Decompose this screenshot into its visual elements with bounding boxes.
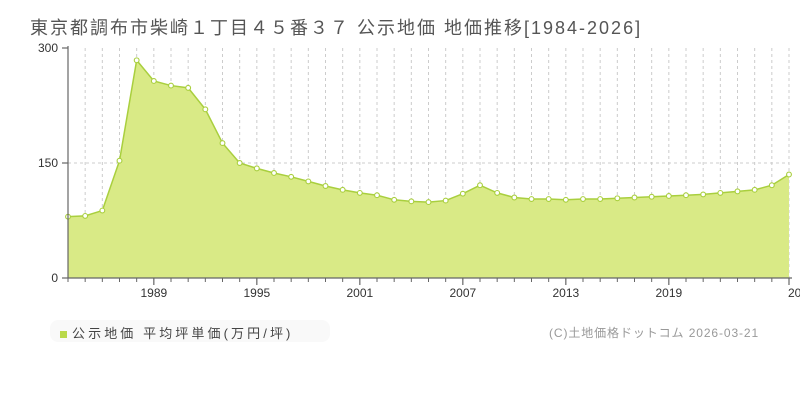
svg-text:2019: 2019 <box>655 286 682 300</box>
svg-text:0: 0 <box>51 271 58 285</box>
svg-text:2007: 2007 <box>449 286 476 300</box>
svg-text:2001: 2001 <box>346 286 373 300</box>
svg-text:300: 300 <box>38 41 58 55</box>
svg-text:2026: 2026 <box>788 286 800 300</box>
svg-text:2013: 2013 <box>552 286 579 300</box>
svg-text:1989: 1989 <box>140 286 167 300</box>
svg-text:150: 150 <box>38 156 58 170</box>
svg-text:1995: 1995 <box>243 286 270 300</box>
